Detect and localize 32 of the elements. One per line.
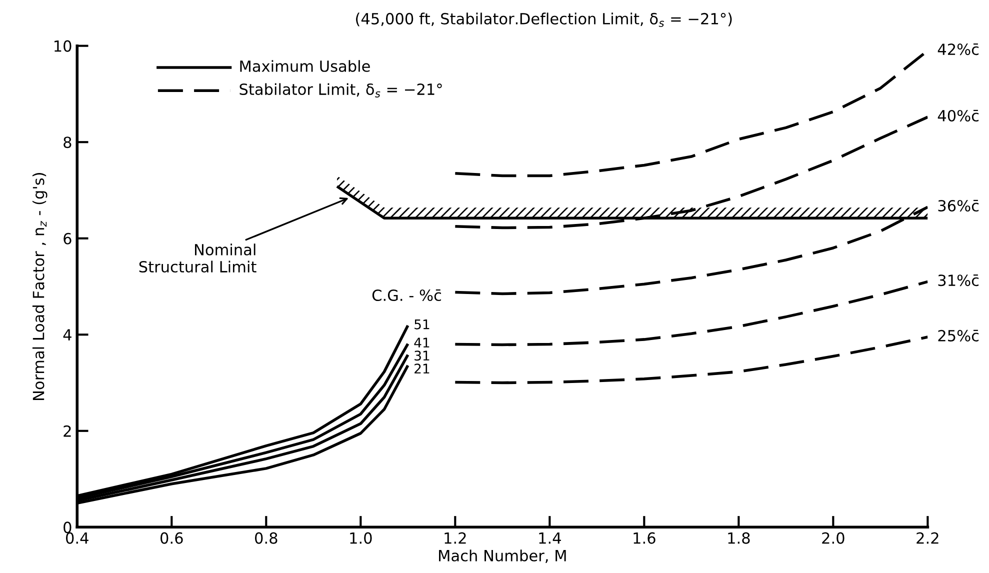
x-tick-label: 1.8 xyxy=(728,532,750,544)
y-tick-label: 6 xyxy=(64,232,72,244)
y-tick-label: 2 xyxy=(64,425,71,437)
y-tick-label: 10 xyxy=(54,40,72,52)
x-tick-label: 1.6 xyxy=(634,532,656,544)
x-tick-label: 0.6 xyxy=(160,532,183,544)
series-label: 51 xyxy=(414,320,430,330)
series-label: 21 xyxy=(414,364,430,374)
x-tick-label: 1.0 xyxy=(350,532,372,544)
x-axis-title: Mach Number, M xyxy=(439,550,566,563)
series-label: 25%c̄ xyxy=(938,330,979,342)
y-tick-label: 8 xyxy=(64,136,72,148)
x-tick-label: 0.8 xyxy=(255,532,278,544)
series-label: 41 xyxy=(414,338,430,348)
annotation: Maximum Usable xyxy=(240,60,370,72)
y-tick-label: 0 xyxy=(64,522,72,534)
x-tick-label: 2.2 xyxy=(916,532,938,544)
chart-subtitle: (45,000 ft, Stabilator.Deflection Limit, δ$_{s}$ = −21°) xyxy=(356,12,732,27)
x-tick-label: 0.4 xyxy=(66,532,88,544)
annotation: Stabilator Limit, δ$_{s}$ = −21° xyxy=(240,83,442,98)
series-label: 31 xyxy=(414,350,430,361)
y-tick-label: 4 xyxy=(63,329,72,340)
series-label: 42%c̄ xyxy=(938,43,979,56)
series-label: 40%c̄ xyxy=(938,110,979,122)
series-label: 36%c̄ xyxy=(938,200,979,212)
x-tick-label: 1.2 xyxy=(444,532,466,544)
y-axis-title: Normal Load Factor , n$_{z}$ - (g's) xyxy=(32,173,48,400)
annotation: Nominal Structural Limit xyxy=(139,244,256,273)
x-tick-label: 1.4 xyxy=(539,532,561,544)
annotation: C.G. - %c̄ xyxy=(372,289,441,302)
series-label: 31%c̄ xyxy=(938,274,979,286)
x-tick-label: 2.0 xyxy=(822,532,844,544)
